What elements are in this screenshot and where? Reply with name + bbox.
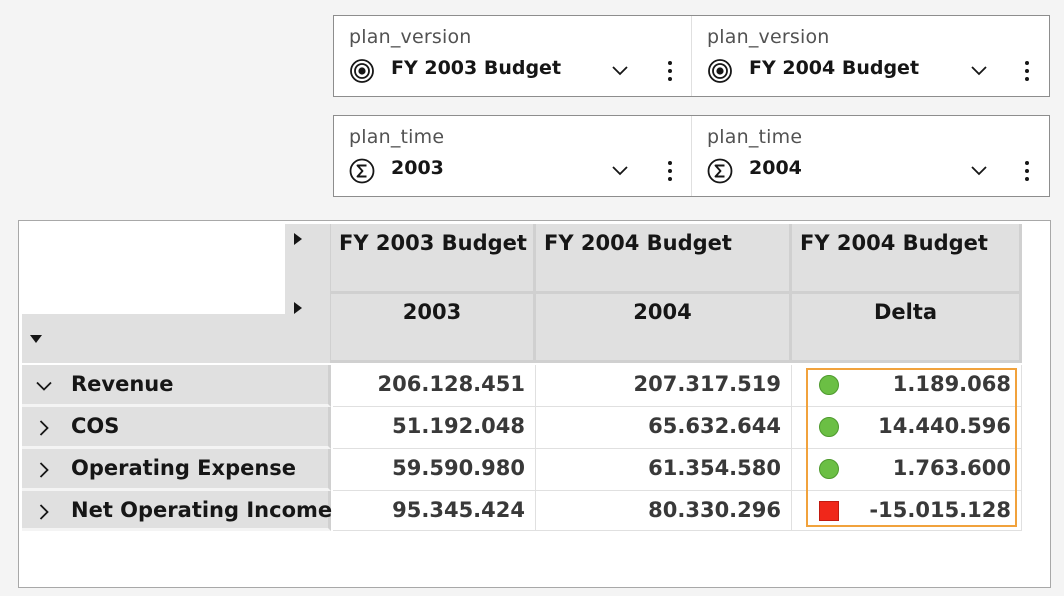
column-header-label: FY 2004 Budget	[544, 231, 732, 255]
chevron-right-icon[interactable]	[36, 504, 52, 520]
row-dimension-header[interactable]	[22, 314, 285, 363]
row-header-operating-expense[interactable]: Operating Expense	[22, 449, 331, 491]
cell-value: 61.354.580	[648, 456, 781, 480]
column-header-2004[interactable]: 2004	[536, 294, 792, 363]
plan-version-context-bar: plan_version FY 2003 Budget plan_version…	[333, 15, 1050, 97]
sigma-icon	[349, 158, 375, 184]
column-header-2003[interactable]: 2003	[331, 294, 536, 363]
table-cell[interactable]: 61.354.580	[536, 449, 792, 491]
column-header-label: 2004	[633, 300, 692, 324]
row-header-label: Revenue	[71, 372, 174, 396]
delta-cell[interactable]: 1.189.068	[792, 365, 1022, 407]
crosstab-panel: FY 2003 Budget FY 2004 Budget FY 2004 Bu…	[18, 220, 1051, 588]
plan-time-selector-1[interactable]: plan_time 2003	[334, 116, 692, 196]
context-value: 2003	[391, 157, 444, 179]
chevron-down-icon[interactable]	[36, 378, 52, 394]
chevron-right-icon[interactable]	[36, 462, 52, 478]
green-circle-indicator	[819, 459, 839, 479]
table-cell[interactable]: 95.345.424	[333, 491, 536, 531]
context-label: plan_version	[349, 26, 472, 48]
chevron-down-icon[interactable]	[969, 61, 989, 81]
overflow-menu-icon[interactable]	[665, 60, 675, 82]
table-cell[interactable]: 51.192.048	[333, 407, 536, 449]
table-cell[interactable]: 207.317.519	[536, 365, 792, 407]
context-value: 2004	[749, 157, 802, 179]
chevron-down-icon[interactable]	[610, 161, 630, 181]
cell-value: 207.317.519	[633, 372, 781, 396]
cell-value: 206.128.451	[377, 372, 525, 396]
column-header-delta[interactable]: Delta	[792, 294, 1022, 363]
green-circle-indicator	[819, 417, 839, 437]
overflow-menu-icon[interactable]	[1022, 160, 1032, 182]
overflow-menu-icon[interactable]	[665, 160, 675, 182]
delta-value: 1.763.600	[892, 456, 1011, 480]
context-label: plan_time	[707, 126, 803, 148]
table-cell[interactable]: 206.128.451	[333, 365, 536, 407]
delta-cell[interactable]: 1.763.600	[792, 449, 1022, 491]
chevron-down-icon[interactable]	[969, 161, 989, 181]
context-label: plan_time	[349, 126, 445, 148]
chevron-right-icon[interactable]	[36, 420, 52, 436]
plan-time-selector-2[interactable]: plan_time 2004	[692, 116, 1049, 196]
delta-value: -15.015.128	[869, 498, 1011, 522]
red-square-indicator	[819, 501, 839, 521]
column-header-fy2004[interactable]: FY 2004 Budget	[536, 224, 792, 294]
overflow-menu-icon[interactable]	[1022, 60, 1032, 82]
delta-value: 14.440.596	[878, 414, 1011, 438]
context-value: FY 2004 Budget	[749, 57, 920, 79]
column-header-label: FY 2003 Budget	[339, 231, 527, 255]
column-header-label: FY 2004 Budget	[800, 231, 988, 255]
row-header-cos[interactable]: COS	[22, 407, 331, 449]
row-axis-collapse-icon[interactable]	[30, 335, 42, 343]
target-icon	[708, 59, 732, 83]
column-header-fy2004-delta[interactable]: FY 2004 Budget	[792, 224, 1022, 294]
cell-value: 51.192.048	[392, 414, 525, 438]
column-dimension-toggles	[285, 224, 331, 363]
cell-value: 59.590.980	[392, 456, 525, 480]
cell-value: 95.345.424	[392, 498, 525, 522]
table-cell[interactable]: 80.330.296	[536, 491, 792, 531]
chevron-down-icon[interactable]	[610, 61, 630, 81]
delta-cell[interactable]: -15.015.128	[792, 491, 1022, 531]
row-header-label: COS	[71, 414, 120, 438]
table-cell[interactable]: 59.590.980	[333, 449, 536, 491]
plan-time-context-bar: plan_time 2003 plan_time 2004	[333, 115, 1050, 197]
context-value: FY 2003 Budget	[391, 57, 562, 79]
row-header-label: Net Operating Income	[71, 498, 333, 522]
row-header-net-operating-income[interactable]: Net Operating Income	[22, 491, 333, 531]
column-header-label: Delta	[873, 300, 938, 324]
column-header-label: 2003	[402, 300, 462, 324]
column-level1-expand-icon[interactable]	[294, 233, 302, 245]
sigma-icon	[707, 158, 733, 184]
delta-cell[interactable]: 14.440.596	[792, 407, 1022, 449]
green-circle-indicator	[819, 375, 839, 395]
column-header-fy2003[interactable]: FY 2003 Budget	[331, 224, 536, 294]
plan-version-selector-1[interactable]: plan_version FY 2003 Budget	[334, 16, 692, 96]
plan-version-selector-2[interactable]: plan_version FY 2004 Budget	[692, 16, 1049, 96]
target-icon	[350, 59, 374, 83]
context-label: plan_version	[707, 26, 830, 48]
column-level2-expand-icon[interactable]	[294, 302, 302, 314]
row-header-label: Operating Expense	[71, 456, 297, 480]
cell-value: 80.330.296	[648, 498, 781, 522]
cell-value: 65.632.644	[648, 414, 781, 438]
delta-value: 1.189.068	[892, 372, 1011, 396]
row-header-revenue[interactable]: Revenue	[22, 365, 331, 407]
table-cell[interactable]: 65.632.644	[536, 407, 792, 449]
